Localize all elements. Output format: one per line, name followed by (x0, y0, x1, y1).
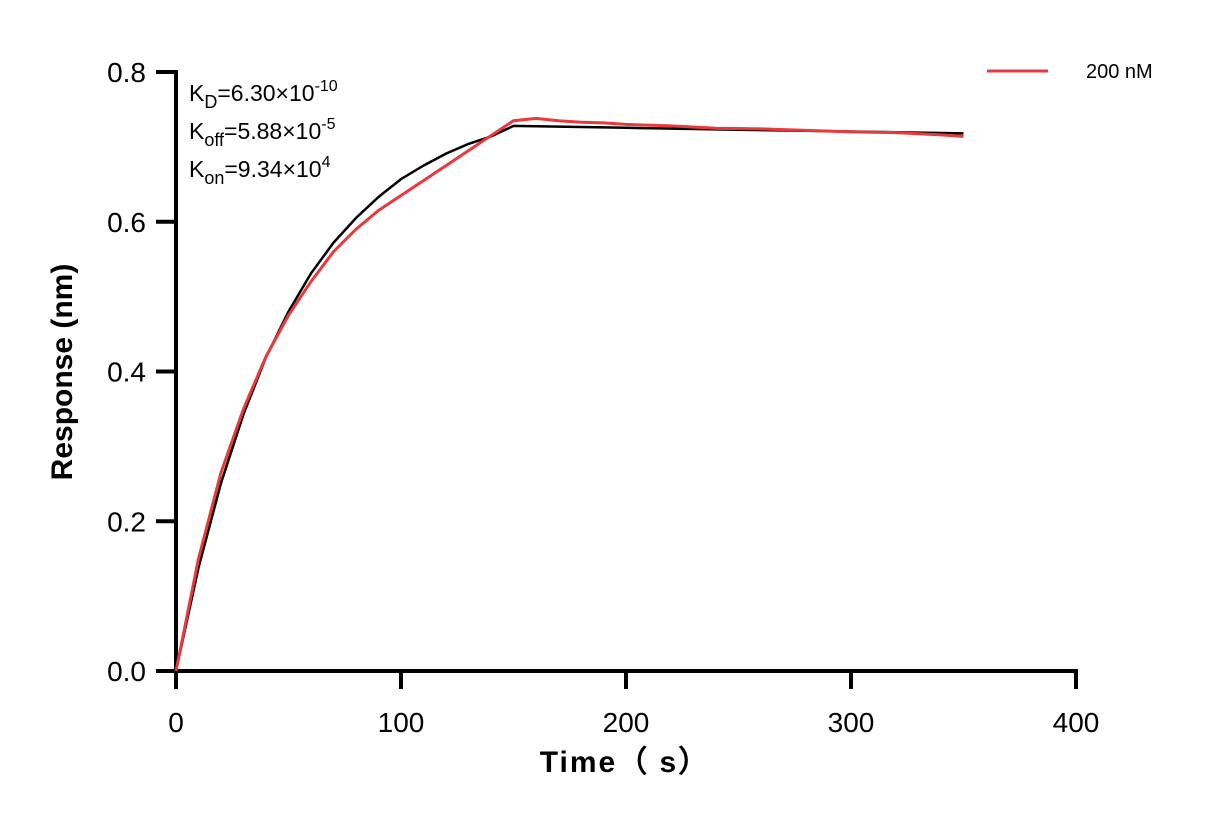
y-axis-label: Response (nm) (46, 264, 79, 481)
annotation-D: KD=6.30×10-10 (189, 78, 338, 112)
legend-label: 200 nM (1086, 61, 1153, 83)
annotation-off: Koff=5.88×10-5 (189, 116, 336, 150)
annotation-on: Kon=9.34×104 (189, 154, 331, 188)
y-tick-label: 0.6 (107, 207, 146, 238)
ticks: 0 100 200 300 400 0.0 0.2 0.4 0.6 0.8 (107, 57, 1099, 738)
fit-curve (174, 124, 964, 672)
series-line-200-nM (174, 116, 964, 672)
x-tick-label: 400 (1053, 707, 1100, 738)
y-tick-label: 0.0 (107, 656, 146, 687)
y-tick-label: 0.8 (107, 57, 146, 88)
x-tick-label: 100 (378, 707, 425, 738)
x-tick-label: 300 (828, 707, 875, 738)
series (174, 116, 964, 672)
y-tick-label: 0.4 (107, 357, 146, 388)
x-tick-label: 200 (603, 707, 650, 738)
kinetic-annotations: KD=6.30×10-10 Koff=5.88×10-5 Kon=9.34×104 (189, 78, 338, 188)
legend: 200 nM (987, 61, 1153, 83)
x-tick-label: 0 (168, 707, 184, 738)
x-axis-label: Time（ s） (540, 745, 711, 779)
y-tick-label: 0.2 (107, 506, 146, 537)
